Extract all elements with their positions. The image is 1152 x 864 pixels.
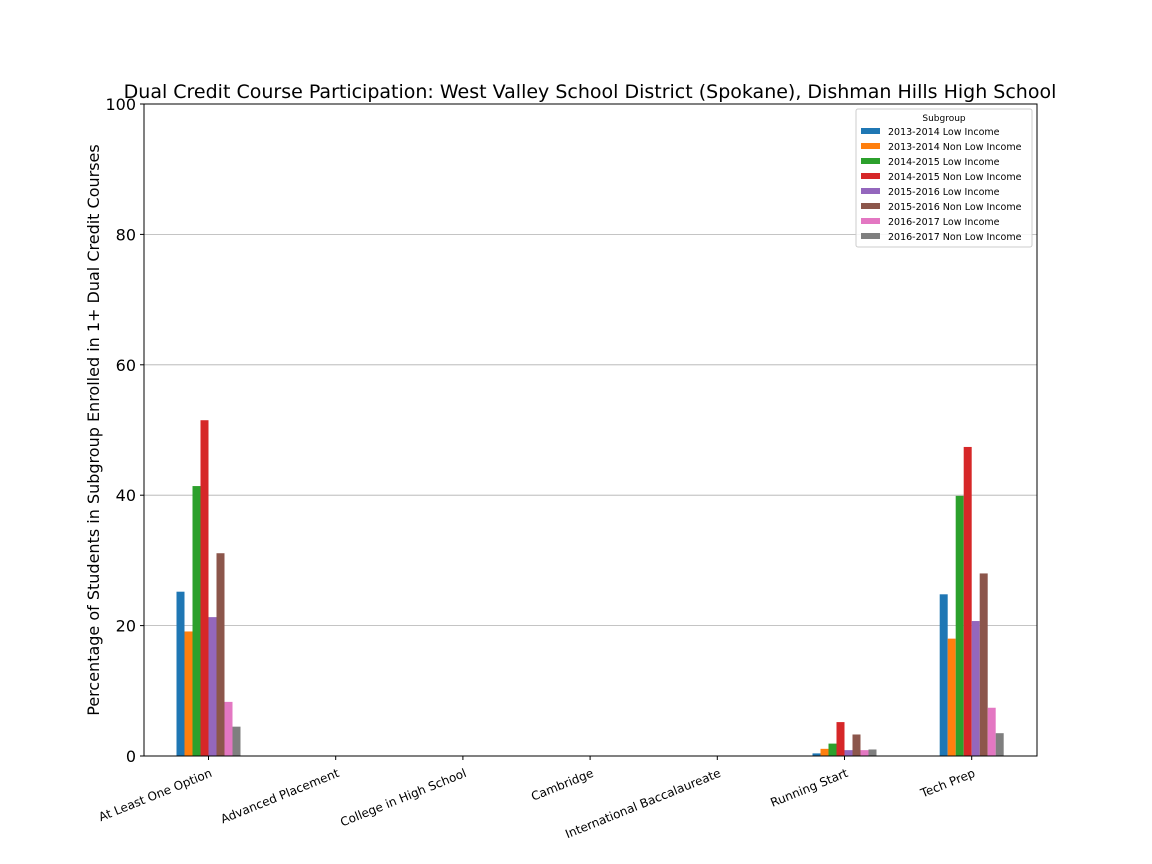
y-tick-label: 0 xyxy=(126,747,136,766)
bar xyxy=(224,701,233,756)
legend-label: 2014-2015 Non Low Income xyxy=(888,172,1022,183)
legend-swatch xyxy=(861,203,880,209)
bar xyxy=(812,753,821,756)
bar xyxy=(868,749,877,756)
bar xyxy=(971,621,980,756)
legend-swatch xyxy=(861,158,880,164)
bar xyxy=(955,495,964,756)
bar xyxy=(216,553,225,756)
legend-label: 2016-2017 Low Income xyxy=(888,217,1000,228)
y-tick-label: 80 xyxy=(116,225,136,244)
bar xyxy=(963,446,972,756)
bar xyxy=(852,734,861,756)
legend-label: 2013-2014 Non Low Income xyxy=(888,142,1022,153)
bar xyxy=(232,726,241,756)
y-axis-label: Percentage of Students in Subgroup Enrol… xyxy=(84,144,103,715)
y-tick-label: 100 xyxy=(105,95,136,114)
chart-title: Dual Credit Course Participation: West V… xyxy=(124,81,1057,103)
bar xyxy=(860,750,869,756)
bar xyxy=(939,594,948,756)
legend-swatch xyxy=(861,173,880,179)
y-tick-label: 20 xyxy=(116,617,136,636)
bar xyxy=(208,617,217,756)
grid-lines xyxy=(144,233,1037,626)
legend-label: 2015-2016 Low Income xyxy=(888,187,1000,198)
legend-title: Subgroup xyxy=(922,114,966,124)
bar xyxy=(844,750,853,756)
y-tick-label: 40 xyxy=(116,486,136,505)
legend-label: 2016-2017 Non Low Income xyxy=(888,232,1022,243)
legend-label: 2014-2015 Low Income xyxy=(888,157,1000,168)
legend-swatch xyxy=(861,218,880,224)
bars xyxy=(176,420,1004,756)
y-axis-ticks: 0 20 40 60 80 100 xyxy=(105,95,144,766)
bar xyxy=(979,573,988,756)
bar xyxy=(987,707,996,756)
bar xyxy=(836,722,845,756)
legend-swatch xyxy=(861,143,880,149)
bar xyxy=(176,591,185,756)
legend-swatch xyxy=(861,188,880,194)
bar xyxy=(200,420,209,756)
bar xyxy=(820,748,829,756)
bar xyxy=(947,638,956,756)
legend-swatch xyxy=(861,128,880,134)
legend-label: 2013-2014 Low Income xyxy=(888,127,1000,138)
y-tick-label: 60 xyxy=(116,356,136,375)
bar xyxy=(192,486,201,756)
bar xyxy=(828,743,837,756)
legend-swatch xyxy=(861,233,880,239)
legend-label: 2015-2016 Non Low Income xyxy=(888,202,1022,213)
bar xyxy=(995,733,1004,756)
legend-box xyxy=(855,108,1033,248)
bar xyxy=(184,631,193,756)
legend: Subgroup 2013-2014 Low Income 2013-2014 N… xyxy=(855,108,1033,248)
